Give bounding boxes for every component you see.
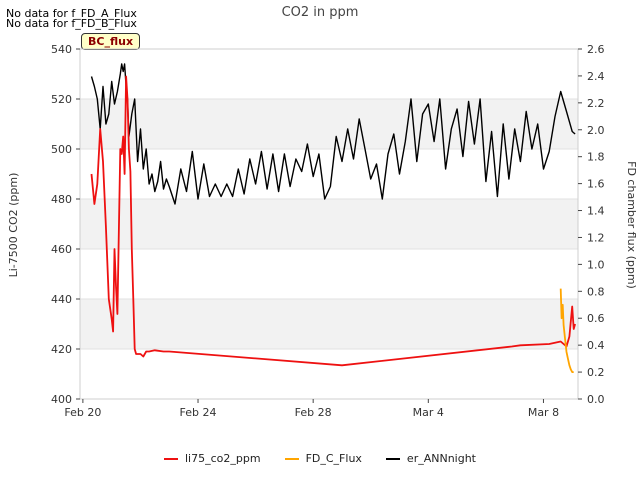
x-tick-label: Mar 8 xyxy=(528,406,559,419)
plot-frame xyxy=(79,48,579,400)
no-data-note-a: No data for f_FD_A_Flux xyxy=(6,7,137,20)
series-group xyxy=(90,63,576,374)
y-tick-label: 400 xyxy=(51,393,72,406)
y-axis-label: Li-7500 CO2 (ppm) xyxy=(7,173,20,278)
no-data-note-b: No data for f_FD_B_Flux xyxy=(6,17,137,30)
y2-tick-label: 0.2 xyxy=(587,366,605,379)
background-band xyxy=(80,199,578,249)
y2-tick-label: 2.6 xyxy=(587,43,605,56)
legend-item-fdc: FD_C_Flux xyxy=(284,452,362,465)
y-tick-label: 520 xyxy=(51,93,72,106)
y2-tick-label: 1.2 xyxy=(587,231,605,244)
y2-tick-label: 2.0 xyxy=(587,124,605,137)
legend-item-li75: li75_co2_ppm xyxy=(164,452,261,465)
y-tick-label: 500 xyxy=(51,143,72,156)
series-line-er_ANNnight xyxy=(90,63,576,205)
legend-swatch-ann xyxy=(385,457,400,460)
legend: li75_co2_ppm FD_C_Flux er_ANNnight xyxy=(0,452,640,465)
y2-tick-label: 2.4 xyxy=(587,70,605,83)
y-tick-label: 420 xyxy=(51,343,72,356)
x-tick-label: Mar 4 xyxy=(413,406,444,419)
y-tick-label: 440 xyxy=(51,293,72,306)
x-tick-label: Feb 24 xyxy=(180,406,217,419)
y-axis-right: 0.0 0.2 0.4 0.6 0.8 1.0 1.2 1.4 1.6 1.8 2.0 2.2 2.4 2… xyxy=(578,43,605,406)
x-tick-label: Feb 28 xyxy=(295,406,332,419)
background-band xyxy=(80,99,578,149)
legend-item-ann: er_ANNnight xyxy=(385,452,476,465)
series-line-FD_C_Flux xyxy=(559,288,574,374)
y2-tick-label: 0.8 xyxy=(587,285,605,298)
y2-tick-label: 0.4 xyxy=(587,339,605,352)
x-tick-label: Feb 20 xyxy=(64,406,101,419)
series-line-li75_co2_ppm xyxy=(90,75,576,367)
y2-tick-label: 1.8 xyxy=(587,151,605,164)
y-tick-label: 480 xyxy=(51,193,72,206)
y2-tick-label: 1.6 xyxy=(587,178,605,191)
y2-tick-label: 2.2 xyxy=(587,97,605,110)
y2-tick-label: 1.0 xyxy=(587,258,605,271)
y-axis-left: 400 420 440 460 480 500 520 540 xyxy=(51,43,80,406)
legend-swatch-fdc xyxy=(284,457,299,460)
y2-tick-label: 1.4 xyxy=(587,205,605,218)
legend-swatch-li75 xyxy=(164,457,178,460)
bc-flux-badge: BC_flux xyxy=(81,33,141,50)
x-axis: Feb 20 Feb 24 Feb 28 Mar 4 Mar 8 xyxy=(64,399,559,419)
y-tick-label: 460 xyxy=(51,243,72,256)
legend-label-li75: li75_co2_ppm xyxy=(185,452,261,465)
y-tick-label: 540 xyxy=(51,43,72,56)
y2-axis-label: FD chamber flux (ppm) xyxy=(625,161,638,289)
chart-title: CO2 in ppm xyxy=(282,5,359,20)
background-band xyxy=(80,299,578,349)
background-bands xyxy=(80,99,578,349)
y2-tick-label: 0.0 xyxy=(587,393,605,406)
legend-label-fdc: FD_C_Flux xyxy=(305,452,362,465)
legend-label-ann: er_ANNnight xyxy=(406,452,476,465)
y2-tick-label: 0.6 xyxy=(587,312,605,325)
